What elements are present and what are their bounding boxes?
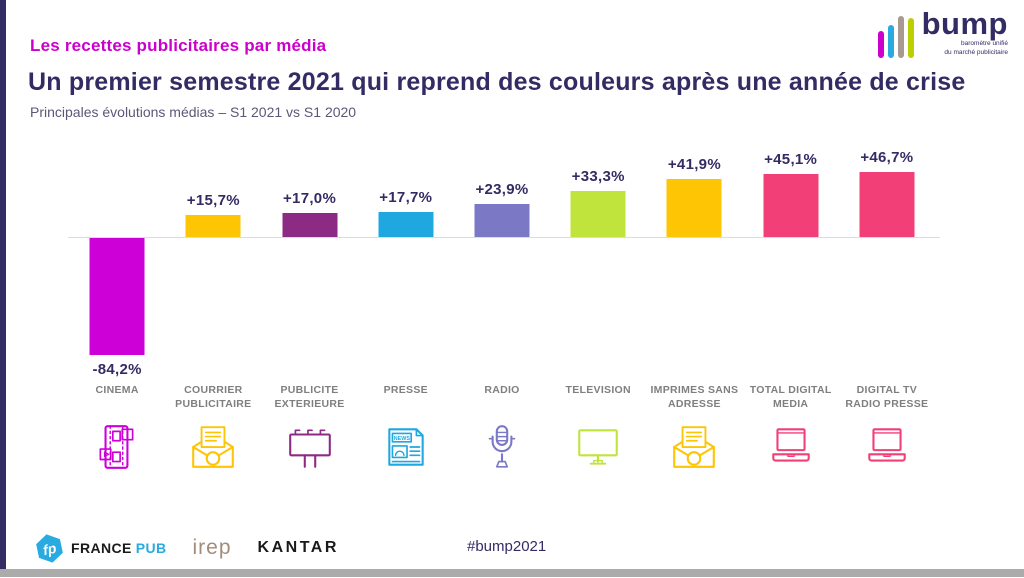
bar bbox=[859, 172, 915, 237]
irep-logo: irep bbox=[192, 536, 232, 559]
slide-title: Un premier semestre 2021 qui reprend des… bbox=[28, 68, 966, 96]
newspaper-icon: NEWS bbox=[358, 422, 454, 472]
chart-column: +46,7% DIGITAL TV RADIO PRESSE bbox=[839, 140, 935, 480]
category-label: RADIO bbox=[484, 384, 520, 396]
category-label: DIGITAL TV RADIO PRESSE bbox=[845, 384, 929, 411]
value-label: +15,7% bbox=[186, 192, 240, 209]
tv-icon bbox=[550, 422, 646, 472]
france-pub-hexagon-icon: fp bbox=[33, 531, 65, 565]
bar bbox=[474, 204, 530, 237]
chart-column: +45,1% TOTAL DIGITAL MEDIA bbox=[743, 140, 839, 480]
bar bbox=[185, 215, 241, 237]
chart-column: +17,7% PRESSE NEWS bbox=[358, 140, 454, 480]
value-label: +45,1% bbox=[764, 151, 818, 168]
bar bbox=[378, 212, 434, 237]
category-label: PRESSE bbox=[383, 384, 428, 396]
chart-baseline bbox=[68, 237, 940, 238]
laptop-icon bbox=[743, 422, 839, 472]
bump-logo-bars-icon bbox=[877, 12, 914, 58]
chart-column: +23,9% RADIO bbox=[454, 140, 550, 480]
category-label: COURRIER PUBLICITAIRE bbox=[175, 384, 252, 411]
slide-kicker: Les recettes publicitaires par média bbox=[30, 36, 327, 55]
value-label: -84,2% bbox=[92, 361, 142, 378]
bump-logo-bar bbox=[897, 15, 904, 58]
category-label: CINEMA bbox=[95, 384, 139, 396]
event-hashtag: #bump2021 bbox=[467, 538, 547, 555]
bump-logo-bar bbox=[907, 17, 914, 58]
value-label: +23,9% bbox=[475, 181, 529, 198]
footer-divider-bar bbox=[0, 569, 1024, 577]
kantar-logo: KANTAR bbox=[257, 539, 339, 556]
value-label: +46,7% bbox=[860, 149, 914, 166]
category-label: TELEVISION bbox=[565, 384, 631, 396]
film-icon bbox=[69, 422, 165, 472]
chart-column: -84,2% CINEMA bbox=[69, 140, 165, 480]
partner-logos: fp FRANCE PUB irep KANTAR bbox=[36, 531, 339, 565]
mail-icon bbox=[646, 422, 742, 472]
bump-logo-bar bbox=[877, 30, 884, 58]
left-accent-strip bbox=[0, 0, 6, 570]
bar bbox=[570, 191, 626, 237]
bump-logo-wordmark: bump bbox=[921, 6, 1008, 41]
bar bbox=[763, 174, 819, 237]
bar bbox=[666, 179, 722, 237]
chart-column: +33,3% TELEVISION bbox=[550, 140, 646, 480]
bump-logo-tagline: baromètre unifié du marché publicitaire bbox=[944, 40, 1008, 56]
category-label: IMPRIMES SANS ADRESSE bbox=[650, 384, 739, 411]
slide-subtitle: Principales évolutions médias – S1 2021 … bbox=[30, 104, 357, 120]
value-label: +33,3% bbox=[571, 168, 625, 185]
billboard-icon bbox=[261, 422, 357, 472]
chart-columns: -84,2% CINEMA +15,7% COURRIER PUBLICITAIRE +… bbox=[69, 140, 935, 480]
france-pub-wordmark: FRANCE PUB bbox=[71, 540, 167, 556]
bump-logo: bump baromètre unifié du marché publicit… bbox=[877, 6, 1008, 58]
category-label: PUBLICITE EXTERIEURE bbox=[274, 384, 345, 411]
chart-column: +15,7% COURRIER PUBLICITAIRE bbox=[165, 140, 261, 480]
laptop-icon bbox=[839, 422, 935, 472]
bar bbox=[282, 213, 338, 237]
bar bbox=[89, 238, 145, 355]
chart-column: +41,9% IMPRIMES SANS ADRESSE bbox=[646, 140, 742, 480]
svg-text:NEWS: NEWS bbox=[393, 436, 410, 442]
microphone-icon bbox=[454, 422, 550, 472]
value-label: +17,0% bbox=[283, 190, 337, 207]
category-label: TOTAL DIGITAL MEDIA bbox=[749, 384, 832, 411]
value-label: +17,7% bbox=[379, 189, 433, 206]
mail-icon bbox=[165, 422, 261, 472]
value-label: +41,9% bbox=[667, 156, 721, 173]
chart-column: +17,0% PUBLICITE EXTERIEURE bbox=[261, 140, 357, 480]
bump-logo-bar bbox=[887, 24, 894, 58]
france-pub-logo: fp FRANCE PUB bbox=[36, 534, 167, 563]
